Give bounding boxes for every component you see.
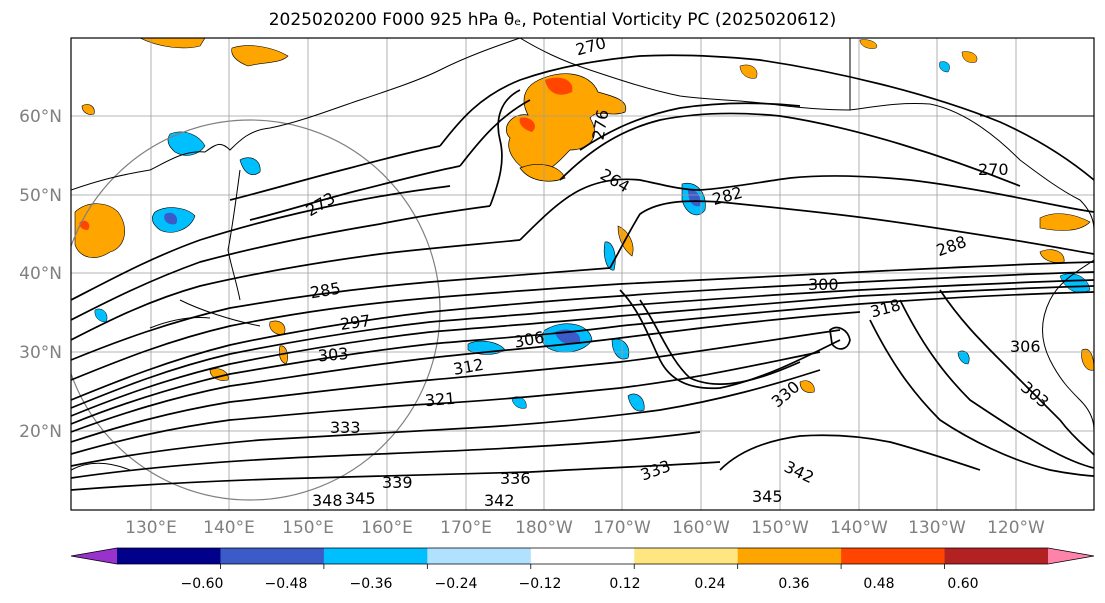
- contour-label: 270: [978, 160, 1009, 179]
- pv-shading: [74, 38, 1094, 412]
- colorbar-label: 0.48: [863, 576, 894, 592]
- radius-circle: [71, 119, 441, 501]
- colorbar-label: 0.12: [609, 576, 640, 592]
- lon-label: 140°W: [830, 518, 888, 538]
- lat-label-50n: 50°N: [19, 186, 62, 206]
- latitude-labels: 20°N 30°N 40°N 50°N 60°N: [19, 107, 62, 442]
- lon-label: 140°E: [203, 518, 255, 538]
- map-border: [70, 37, 1095, 511]
- theta-e-contours: [71, 54, 1094, 491]
- lon-label: 160°E: [361, 518, 413, 538]
- lon-label: 160°W: [672, 518, 730, 538]
- lon-label: 120°W: [987, 518, 1045, 538]
- coastlines: [71, 38, 1094, 471]
- map-area: 273 270 276 264 282 270 288 285 297 300 …: [71, 38, 1094, 510]
- colorbar-segment: [117, 548, 221, 564]
- contour-label: 336: [500, 469, 531, 488]
- colorbar-label: −0.36: [350, 576, 393, 592]
- contour-label: 339: [382, 473, 413, 492]
- colorbar-segment: [634, 548, 739, 564]
- contour-label: 333: [330, 418, 361, 437]
- colorbar-label: 0.36: [778, 576, 809, 592]
- contour-label: 345: [345, 489, 376, 508]
- colorbar-segment: [323, 548, 428, 564]
- lon-label: 170°E: [440, 518, 492, 538]
- lon-label: 170°W: [593, 518, 651, 538]
- colorbar-segment: [427, 548, 532, 564]
- colorbar-label: −0.24: [435, 576, 478, 592]
- colorbar-extend-low: [71, 548, 117, 564]
- colorbar-labels: −0.60 −0.48 −0.36 −0.24 −0.12 0.12 0.24 …: [181, 576, 979, 592]
- lon-label: 150°W: [751, 518, 809, 538]
- colorbar-label: 0.60: [947, 576, 978, 592]
- lon-label: 150°E: [282, 518, 334, 538]
- colorbar-segment: [530, 548, 635, 564]
- lon-label: 130°E: [125, 518, 177, 538]
- colorbar-label: 0.24: [694, 576, 725, 592]
- colorbar-label: −0.48: [265, 576, 308, 592]
- lat-label-60n: 60°N: [19, 107, 62, 127]
- colorbar: [70, 547, 1095, 569]
- colorbar-label: −0.12: [519, 576, 562, 592]
- contour-label: 297: [339, 311, 372, 334]
- colorbar-label: −0.60: [181, 576, 224, 592]
- contour-label: 348: [312, 491, 343, 510]
- contour-label: 321: [424, 389, 456, 411]
- lon-label: 180°W: [515, 518, 573, 538]
- contour-label: 303: [317, 344, 349, 366]
- lat-label-20n: 20°N: [19, 422, 62, 442]
- colorbar-extend-high: [1048, 548, 1094, 564]
- lat-label-30n: 30°N: [19, 343, 62, 363]
- lon-label: 130°W: [908, 518, 966, 538]
- gridlines: [71, 38, 1094, 510]
- colorbar-outline: [70, 547, 1095, 565]
- contour-label: 300: [808, 275, 839, 294]
- chart-title: 2025020200 F000 925 hPa θₑ, Potential Vo…: [268, 10, 837, 30]
- colorbar-segment: [737, 548, 842, 564]
- contour-label: 306: [1010, 337, 1041, 356]
- lat-label-40n: 40°N: [19, 264, 62, 284]
- colorbar-segment: [841, 548, 946, 564]
- longitude-labels: 130°E 140°E 150°E 160°E 170°E 180°W 170°…: [125, 518, 1045, 538]
- contour-label: 345: [752, 487, 783, 506]
- colorbar-segment: [944, 548, 1049, 564]
- contour-label: 342: [484, 491, 515, 510]
- colorbar-segment: [220, 548, 325, 564]
